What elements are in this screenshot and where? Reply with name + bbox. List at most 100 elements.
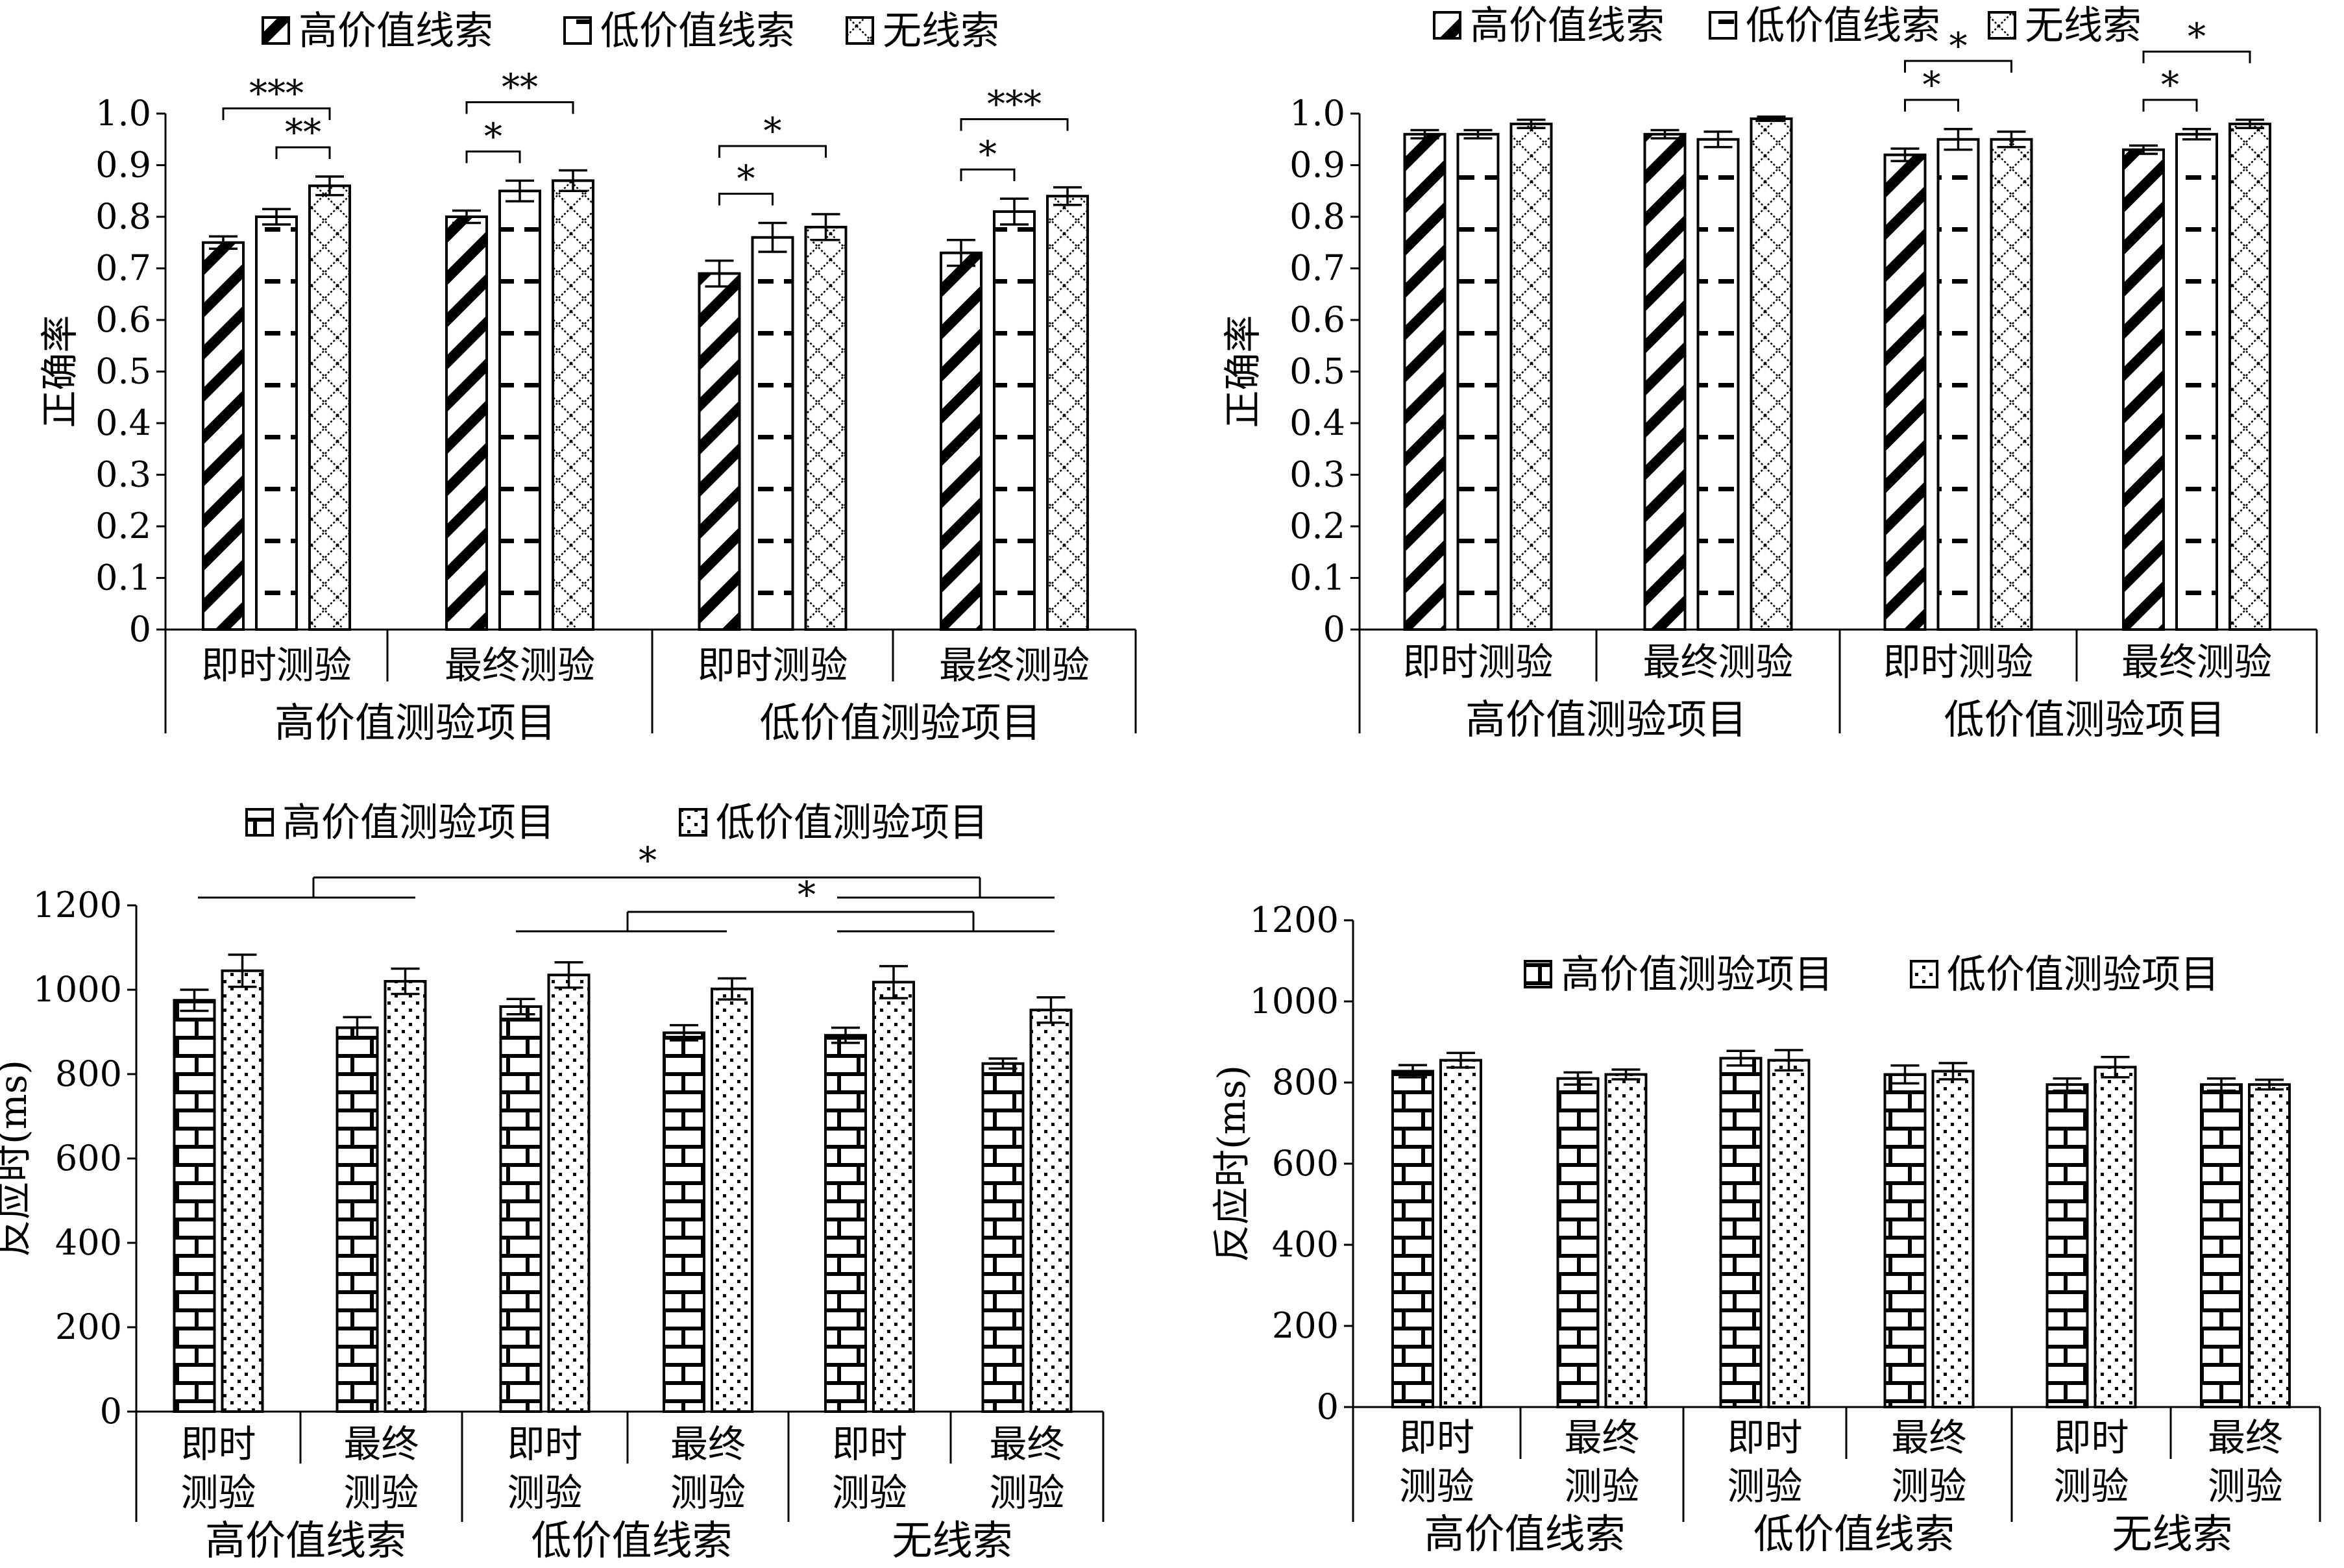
legend-label: 无线索 xyxy=(2025,3,2142,49)
significance-bracket xyxy=(960,118,1069,131)
category-label: 最终测验 xyxy=(2208,1415,2283,1508)
significance-bracket xyxy=(275,146,331,159)
y-axis-label: 反应时(ms) xyxy=(0,1060,35,1257)
y-axis-label: 正确率 xyxy=(1221,315,1265,428)
category-label-line: 最终测验 xyxy=(1642,640,1793,684)
group-label: 高价值线索 xyxy=(1424,1510,1625,1558)
legend-swatch xyxy=(846,16,874,45)
y-tick-label: 400 xyxy=(55,1222,122,1263)
y-tick-label: 0.1 xyxy=(95,557,151,598)
legend-label: 低价值线索 xyxy=(600,8,795,54)
bar xyxy=(1029,1009,1073,1413)
legend-swatch xyxy=(563,16,592,45)
legend-label: 高价值线索 xyxy=(299,8,493,54)
y-tick-label: 0.1 xyxy=(1289,557,1345,598)
category-label-line: 测验 xyxy=(670,1471,746,1515)
y-tick-label: 0.5 xyxy=(95,351,151,392)
bar xyxy=(1931,1070,1975,1408)
bar xyxy=(336,1026,379,1413)
category-label-line: 测验 xyxy=(989,1471,1064,1515)
category-label: 即时测验 xyxy=(201,643,352,687)
category-label-line: 最终 xyxy=(1891,1415,1966,1460)
significance-bracket xyxy=(222,107,331,120)
y-tick-label: 0.2 xyxy=(95,506,151,546)
category-label: 即时测验 xyxy=(697,643,848,687)
category-label-line: 即时 xyxy=(832,1422,907,1466)
bar xyxy=(940,251,983,631)
significance-label: * xyxy=(2161,64,2179,106)
y-tick-label: 1000 xyxy=(1250,981,1339,1022)
category-label-line: 即时测验 xyxy=(1402,640,1553,684)
bar xyxy=(981,1062,1025,1413)
y-tick-label: 0.7 xyxy=(95,248,151,289)
group-label: 高价值测验项目 xyxy=(275,699,556,746)
legend: 高价值线索 低价值线索 无线索 xyxy=(1433,3,2142,49)
bar xyxy=(1696,138,1740,631)
category-label: 即时测验 xyxy=(507,1422,582,1515)
bar xyxy=(499,1005,543,1413)
significance-bracket xyxy=(2142,99,2198,112)
significance-label: * xyxy=(1923,64,1941,106)
category-label: 即时测验 xyxy=(180,1422,256,1515)
category-label-line: 最终测验 xyxy=(939,643,1090,687)
category-label: 最终测验 xyxy=(1564,1415,1639,1508)
bar xyxy=(2094,1066,2137,1408)
bar xyxy=(711,987,753,1413)
y-tick-label: 0.5 xyxy=(1289,351,1345,392)
legend-swatch xyxy=(1988,11,2016,40)
category-label-line: 最终测验 xyxy=(2121,640,2272,684)
y-tick-label: 0.4 xyxy=(95,402,151,443)
bar xyxy=(1719,1057,1763,1408)
significance-label: ** xyxy=(502,66,538,108)
bar xyxy=(2228,122,2271,631)
y-tick-label: 1.0 xyxy=(1289,93,1345,134)
group-label: 无线索 xyxy=(892,1517,1012,1564)
group-label: 高价值线索 xyxy=(205,1517,406,1564)
category-label-line: 最终 xyxy=(1564,1415,1639,1460)
bar xyxy=(2200,1083,2243,1408)
group-label: 低价值测验项目 xyxy=(1944,696,2225,743)
y-tick-label: 0.4 xyxy=(1289,402,1345,443)
y-tick-label: 0 xyxy=(1317,1386,1339,1427)
category-label-line: 即时测验 xyxy=(697,643,848,687)
y-axis-label: 反应时(ms) xyxy=(1210,1065,1254,1262)
category-label-line: 测验 xyxy=(180,1471,256,1515)
bar xyxy=(1509,122,1553,631)
bar xyxy=(1883,153,1927,631)
category-label: 即时测验 xyxy=(832,1422,907,1515)
bar xyxy=(221,969,264,1413)
bar xyxy=(804,225,848,631)
category-label: 最终测验 xyxy=(939,643,1090,687)
comparison-brackets: ** xyxy=(198,840,1055,933)
significance-label: * xyxy=(1949,25,1968,67)
y-tick-label: 0.7 xyxy=(1289,248,1345,289)
bar xyxy=(872,981,915,1414)
significance-label: *** xyxy=(249,73,304,115)
bar xyxy=(1936,138,1980,631)
category-label-line: 测验 xyxy=(1891,1464,1966,1508)
significance-label: * xyxy=(484,116,502,158)
legend-label: 低价值测验项目 xyxy=(1947,952,2219,998)
significance-bracket xyxy=(1904,99,1959,112)
bar xyxy=(1403,132,1447,631)
bar xyxy=(1750,117,1793,631)
bar xyxy=(993,210,1036,631)
category-label: 即时测验 xyxy=(1727,1415,1802,1508)
significance-label: * xyxy=(798,874,816,916)
y-tick-label: 200 xyxy=(55,1306,122,1347)
bar xyxy=(202,241,245,631)
bar xyxy=(552,179,594,631)
y-tick-label: 1200 xyxy=(1250,900,1339,940)
y-tick-label: 0.9 xyxy=(1289,145,1345,186)
category-label-line: 测验 xyxy=(2208,1464,2283,1508)
category-label-line: 即时 xyxy=(180,1422,256,1466)
legend-label: 高价值测验项目 xyxy=(282,800,555,846)
legend-swatch xyxy=(679,808,707,837)
legend-swatch xyxy=(1910,960,1938,988)
legend-swatch xyxy=(1524,960,1552,988)
bar xyxy=(2248,1083,2291,1408)
y-tick-label: 400 xyxy=(1272,1224,1339,1265)
bar xyxy=(2122,148,2165,631)
category-label: 即时测验 xyxy=(1399,1415,1474,1508)
